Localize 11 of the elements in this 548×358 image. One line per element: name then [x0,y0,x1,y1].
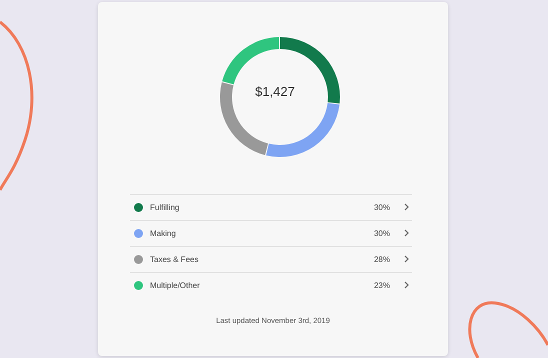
donut-slice [266,103,340,157]
legend-label: Taxes & Fees [150,255,198,264]
text: $1,427 [254,84,296,99]
donut-slice [222,37,280,84]
legend-label: Fulfilling [150,203,180,212]
legend-label: Multiple/Other [150,281,200,290]
legend-label: Making [150,229,176,238]
data-label: 23% [374,281,390,290]
data-label: 28% [374,255,390,264]
data-label: 30% [374,229,390,238]
data-label: 30% [374,203,390,212]
